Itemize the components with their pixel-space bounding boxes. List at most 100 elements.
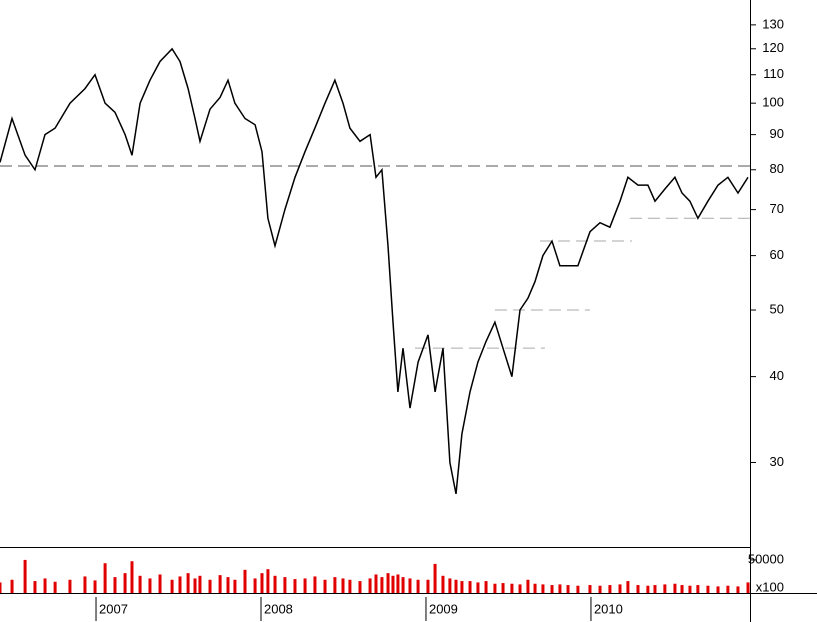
y-tick-label: 50000 [748,551,784,566]
volume-bar [186,573,190,593]
y-tick-label: 60 [770,247,784,262]
volume-bar [158,574,162,593]
volume-bar [663,584,667,593]
volume-bar [313,576,317,593]
volume-bar [53,581,57,593]
y-tick-label: 90 [770,126,784,141]
volume-bar [260,573,264,593]
volume-bar [10,579,14,593]
x-tick-label: 2007 [99,601,128,616]
volume-bar [460,581,464,593]
volume-bar [646,585,650,593]
volume-bar [468,581,472,593]
volume-bar [83,576,87,593]
volume-bar [706,585,710,593]
volume-bar [103,563,107,593]
x-tick-label: 2009 [429,601,458,616]
volume-bar [533,583,537,593]
volume-bar [550,585,554,593]
volume-bar [680,585,684,593]
volume-bar [510,583,514,593]
y-tick-label: 50 [770,301,784,316]
y-tick-label: 130 [762,16,784,31]
volume-bar [333,577,337,593]
volume-bar [198,575,202,593]
volume-bar [673,583,677,593]
volume-bar [626,581,630,593]
volume-bar [170,579,174,593]
volume-bar [341,578,345,593]
y-tick-label: 70 [770,201,784,216]
volume-bar [576,585,580,593]
volume-bar [526,579,530,593]
volume-bar [273,575,277,593]
price-line [0,47,749,495]
volume-bar [243,569,247,593]
volume-bar [441,575,445,593]
volume-bar [416,579,420,593]
volume-bar [33,581,37,593]
volume-bar [653,585,657,593]
volume-bar [484,581,488,593]
volume-bar [688,585,692,593]
volume-bar [746,582,750,593]
volume-bar [448,578,452,593]
volume-bar [193,578,197,593]
volume-bar [518,584,522,593]
volume-bar [636,585,640,593]
volume-bar [148,578,152,593]
volume-bar [476,582,480,593]
volume-bar [368,578,372,593]
volume-bar [130,561,134,593]
volume-bar [253,578,257,593]
y-tick-label: 110 [763,66,784,81]
x-tick-label: 2008 [264,601,293,616]
volume-bar [93,580,97,593]
volume-bar [323,579,327,593]
volume-bar [454,579,458,593]
volume-bar [380,577,384,593]
volume-bar [374,574,378,593]
volume-bar [408,578,412,593]
y-tick-label: 40 [770,368,784,383]
volume-bar [218,575,222,593]
volume-bar [588,585,592,593]
volume-bar [386,573,390,593]
volume-bar [433,563,437,593]
volume-bar [736,586,740,593]
volume-bar [501,583,505,593]
volume-bar [696,585,700,593]
volume-bar [208,579,212,593]
volume-bar [293,579,297,593]
volume-bar [598,585,602,593]
volume-bar [178,576,182,593]
volume-unit: x100 [756,579,784,594]
volume-bar [391,575,395,593]
volume-bar [303,578,307,593]
x-tick-label: 2010 [594,601,623,616]
y-tick-label: 100 [762,95,784,110]
volume-bar [43,578,47,593]
volume-bar [618,584,622,593]
volume-bar [608,585,612,593]
volume-bar [558,584,562,593]
volume-bar [233,579,237,593]
volume-bar [716,586,720,593]
volume-bar [68,579,72,593]
volume-bar [396,574,400,593]
volume-bar [426,579,430,593]
volume-bar [226,577,230,593]
y-tick-label: 80 [770,161,784,176]
volume-bar [493,583,497,593]
volume-bar [566,585,570,593]
volume-bar [283,577,287,593]
volume-bar [401,577,405,593]
volume-bar [266,569,270,593]
volume-bar [348,579,352,593]
volume-bar [23,559,27,593]
y-tick-label: 120 [762,40,784,55]
volume-bar [113,577,117,593]
volume-bar [0,582,2,593]
volume-bar [358,581,362,593]
